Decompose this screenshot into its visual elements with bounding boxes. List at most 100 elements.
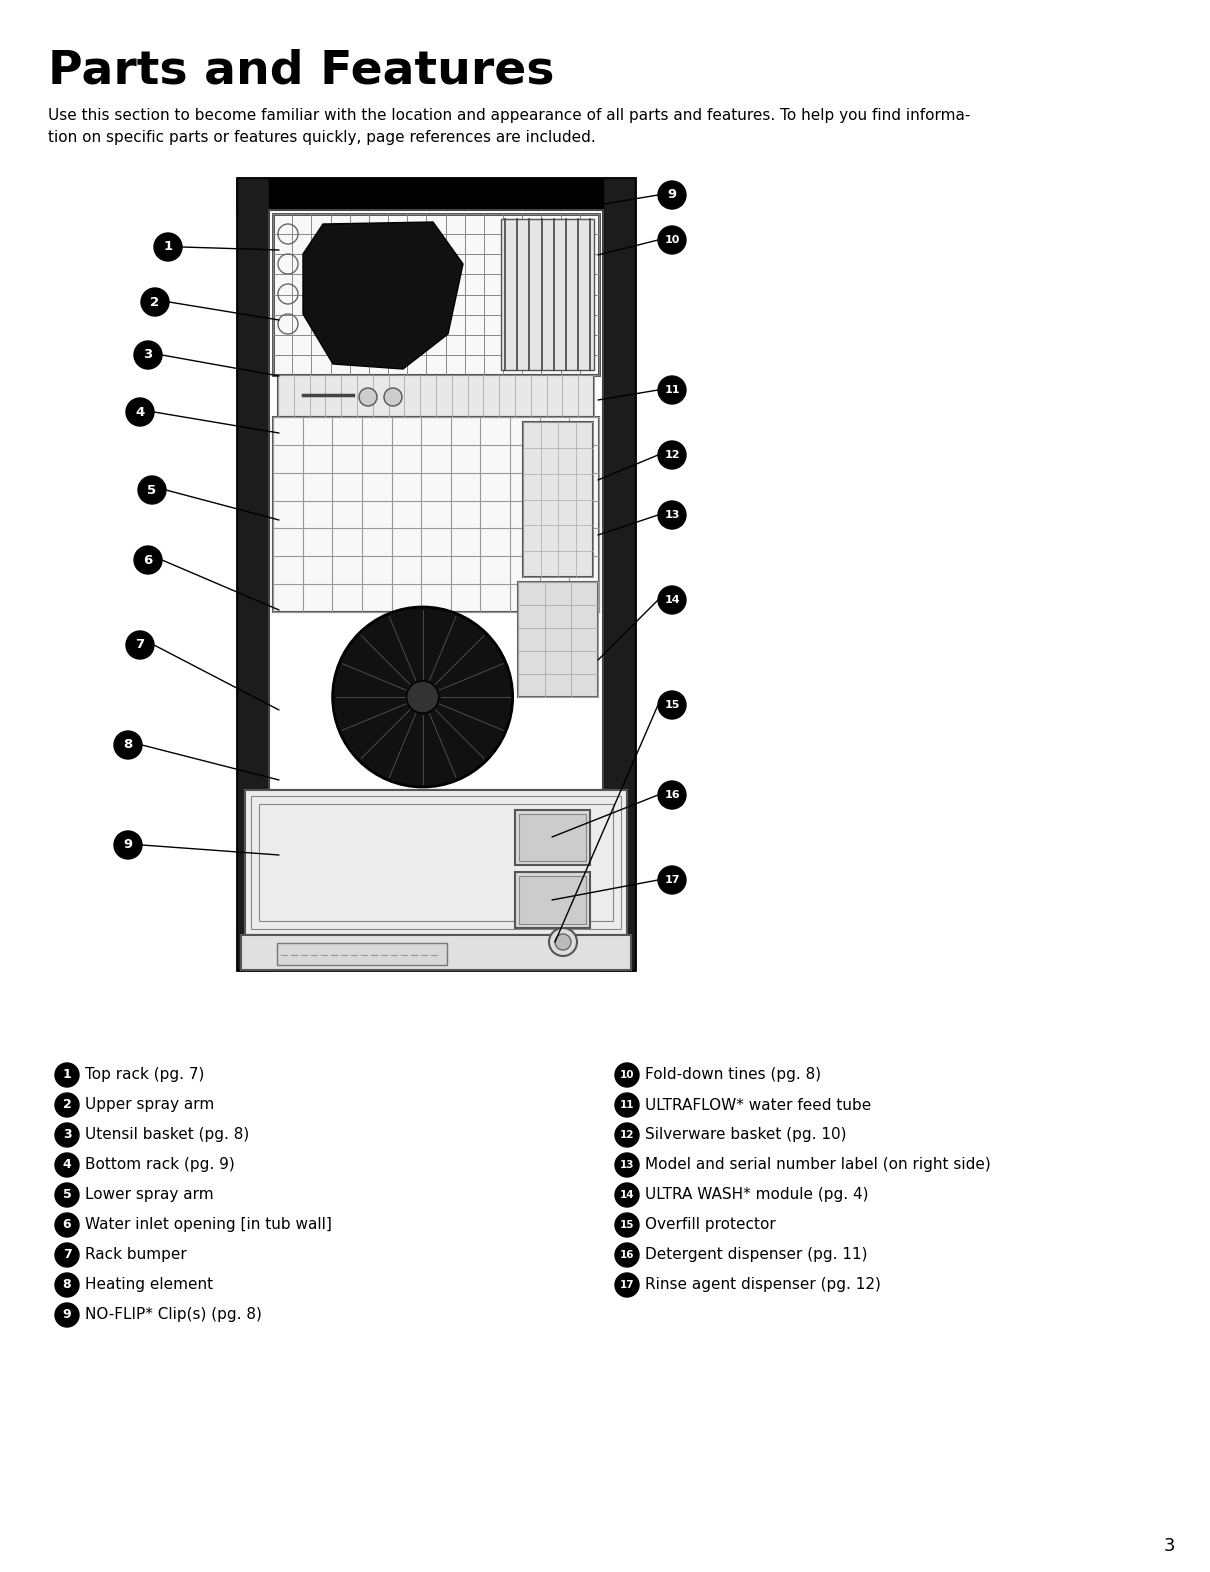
Circle shape	[615, 1184, 639, 1207]
Text: 7: 7	[136, 638, 144, 651]
Circle shape	[555, 934, 571, 949]
Bar	[250, 795, 621, 929]
Text: Rack bumper: Rack bumper	[85, 1248, 186, 1262]
Circle shape	[134, 545, 162, 574]
Text: Fold-down tines (pg. 8): Fold-down tines (pg. 8)	[645, 1067, 822, 1083]
Circle shape	[407, 681, 439, 714]
Circle shape	[658, 781, 686, 810]
Text: NO-FLIP* Clip(s) (pg. 8): NO-FLIP* Clip(s) (pg. 8)	[85, 1308, 261, 1322]
Text: Overfill protector: Overfill protector	[645, 1217, 776, 1232]
Text: 17: 17	[620, 1280, 634, 1291]
Circle shape	[615, 1273, 639, 1297]
Text: 10: 10	[620, 1071, 634, 1080]
Text: 5: 5	[63, 1188, 71, 1201]
Bar	[237, 178, 635, 970]
Text: Use this section to become familiar with the location and appearance of all part: Use this section to become familiar with…	[48, 108, 970, 145]
Text: ULTRAFLOW* water feed tube: ULTRAFLOW* water feed tube	[645, 1097, 871, 1113]
Circle shape	[658, 442, 686, 468]
Bar	[515, 810, 590, 865]
Bar	[519, 814, 586, 861]
Circle shape	[384, 388, 402, 406]
Text: Utensil basket (pg. 8): Utensil basket (pg. 8)	[85, 1127, 249, 1143]
Text: Heating element: Heating element	[85, 1278, 213, 1292]
Text: Rinse agent dispenser (pg. 12): Rinse agent dispenser (pg. 12)	[645, 1278, 881, 1292]
Circle shape	[54, 1214, 79, 1237]
Circle shape	[114, 731, 142, 759]
Text: 3: 3	[63, 1129, 71, 1141]
Circle shape	[142, 288, 169, 316]
Circle shape	[615, 1243, 639, 1267]
Text: Lower spray arm: Lower spray arm	[85, 1187, 214, 1203]
Circle shape	[154, 233, 182, 261]
Text: Upper spray arm: Upper spray arm	[85, 1097, 214, 1113]
Text: 15: 15	[620, 1220, 634, 1229]
Bar	[269, 211, 603, 791]
Bar	[278, 376, 594, 417]
Circle shape	[658, 866, 686, 894]
Circle shape	[615, 1093, 639, 1118]
Text: 16: 16	[664, 791, 680, 800]
Text: 8: 8	[63, 1278, 71, 1292]
Bar	[603, 178, 635, 970]
Circle shape	[138, 476, 166, 505]
Text: 3: 3	[143, 349, 152, 362]
Text: 2: 2	[150, 296, 160, 308]
Bar	[273, 417, 599, 612]
Text: 9: 9	[123, 838, 133, 852]
Circle shape	[549, 927, 577, 956]
Bar	[501, 219, 594, 369]
Circle shape	[54, 1093, 79, 1118]
Circle shape	[54, 1152, 79, 1177]
Bar	[273, 214, 599, 376]
Text: Detergent dispenser (pg. 11): Detergent dispenser (pg. 11)	[645, 1248, 868, 1262]
Text: Model and serial number label (on right side): Model and serial number label (on right …	[645, 1157, 991, 1173]
Circle shape	[126, 630, 154, 659]
Text: 1: 1	[163, 241, 173, 253]
Text: Silverware basket (pg. 10): Silverware basket (pg. 10)	[645, 1127, 847, 1143]
Circle shape	[615, 1122, 639, 1148]
Circle shape	[615, 1063, 639, 1086]
Text: 15: 15	[664, 700, 680, 711]
Text: 13: 13	[620, 1160, 634, 1170]
Text: 5: 5	[148, 484, 156, 497]
Text: 9: 9	[668, 189, 676, 201]
Bar	[515, 872, 590, 927]
Circle shape	[658, 226, 686, 255]
Text: 3: 3	[1164, 1537, 1175, 1555]
Text: Parts and Features: Parts and Features	[48, 49, 554, 93]
Bar	[237, 178, 269, 970]
Text: 12: 12	[664, 450, 680, 461]
Polygon shape	[302, 222, 463, 369]
Circle shape	[114, 832, 142, 858]
Bar	[523, 421, 593, 577]
Circle shape	[658, 376, 686, 404]
Circle shape	[54, 1122, 79, 1148]
Text: 8: 8	[123, 739, 133, 751]
Text: 1: 1	[63, 1069, 71, 1082]
Text: 14: 14	[664, 594, 680, 605]
Circle shape	[359, 388, 378, 406]
Circle shape	[658, 692, 686, 718]
Circle shape	[134, 341, 162, 369]
Text: 4: 4	[63, 1159, 71, 1171]
Bar	[244, 791, 627, 935]
Text: Bottom rack (pg. 9): Bottom rack (pg. 9)	[85, 1157, 235, 1173]
Text: Water inlet opening [in tub wall]: Water inlet opening [in tub wall]	[85, 1217, 332, 1232]
Text: 16: 16	[620, 1250, 634, 1261]
Text: 13: 13	[664, 509, 680, 520]
Circle shape	[54, 1063, 79, 1086]
Text: 11: 11	[620, 1100, 634, 1110]
Text: 4: 4	[136, 406, 145, 418]
Bar	[237, 178, 635, 211]
Text: Top rack (pg. 7): Top rack (pg. 7)	[85, 1067, 204, 1083]
Circle shape	[615, 1152, 639, 1177]
Text: 14: 14	[620, 1190, 634, 1199]
Circle shape	[54, 1243, 79, 1267]
Circle shape	[54, 1273, 79, 1297]
Text: 2: 2	[63, 1099, 71, 1111]
Text: 10: 10	[664, 234, 680, 245]
Text: 6: 6	[63, 1218, 71, 1231]
Bar	[277, 943, 446, 965]
Circle shape	[658, 181, 686, 209]
Bar	[519, 876, 586, 924]
